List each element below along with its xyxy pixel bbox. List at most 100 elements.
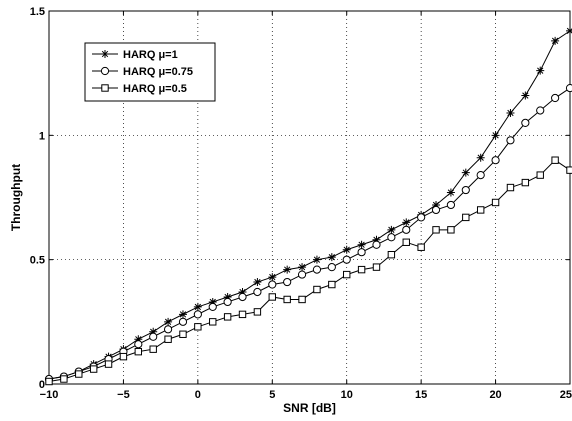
- data-point: [402, 238, 410, 246]
- marker-square: [551, 156, 559, 164]
- y-tick-label: 0.5: [30, 255, 45, 267]
- x-tick-label: 0: [195, 389, 201, 401]
- marker-square: [343, 270, 351, 279]
- marker-square: [447, 226, 455, 234]
- marker-circle: [536, 106, 545, 115]
- marker-square: [521, 178, 530, 187]
- marker-square: [238, 310, 247, 319]
- data-point: [476, 153, 485, 162]
- marker-square: [45, 377, 53, 386]
- data-point: [223, 313, 232, 321]
- data-point: [223, 292, 232, 301]
- data-point: [238, 287, 247, 296]
- data-point: [431, 205, 441, 215]
- legend-marker: [101, 50, 109, 58]
- marker-square: [372, 263, 381, 271]
- data-point: [298, 295, 306, 304]
- legend-label: HARQ μ=1: [123, 49, 178, 61]
- marker-circle: [223, 297, 232, 307]
- data-point: [521, 178, 530, 187]
- data-point: [432, 226, 440, 234]
- marker-star: [536, 66, 545, 75]
- marker-circle: [446, 200, 456, 210]
- legend: HARQ μ=1 HARQ μ=0.75 HARQ μ=0.5: [84, 42, 216, 102]
- data-point: [446, 200, 456, 210]
- data-point: [312, 255, 321, 264]
- data-point: [521, 118, 530, 128]
- marker-square: [104, 360, 113, 368]
- marker-square: [387, 250, 396, 259]
- data-point: [506, 136, 515, 145]
- marker-square: [223, 313, 232, 321]
- marker-star: [298, 263, 307, 272]
- marker-square: [119, 352, 128, 361]
- data-point: [283, 277, 292, 287]
- marker-star: [164, 317, 173, 326]
- marker-star: [491, 131, 500, 140]
- data-point: [75, 370, 83, 378]
- data-point: [357, 248, 366, 257]
- data-point: [446, 188, 455, 197]
- data-point: [268, 293, 276, 301]
- marker-circle: [476, 171, 485, 180]
- marker-square: [417, 243, 425, 251]
- marker-circle: [506, 136, 515, 145]
- data-point: [327, 253, 336, 262]
- x-tick-label: 10: [341, 389, 353, 401]
- marker-square: [283, 295, 291, 304]
- data-point: [343, 270, 351, 279]
- plot-area-frame: [48, 10, 571, 385]
- data-point: [357, 265, 366, 274]
- x-tick-label: 20: [489, 389, 501, 401]
- data-point: [208, 302, 217, 312]
- data-point: [491, 198, 500, 207]
- data-point: [417, 243, 425, 251]
- data-point: [283, 295, 291, 304]
- marker-square: [298, 295, 306, 304]
- marker-circle: [551, 93, 560, 103]
- data-point: [551, 156, 559, 164]
- data-point: [432, 200, 441, 209]
- data-point: [253, 278, 262, 287]
- data-point: [164, 335, 172, 343]
- data-point: [134, 340, 143, 349]
- data-point: [328, 280, 336, 289]
- data-point: [536, 106, 545, 115]
- marker-square: [149, 345, 157, 353]
- marker-circle: [268, 280, 277, 289]
- data-point: [193, 302, 202, 311]
- marker-star: [521, 91, 530, 100]
- marker-circle: [327, 263, 336, 272]
- marker-circle: [283, 277, 292, 287]
- marker-square: [253, 308, 262, 316]
- marker-circle: [238, 292, 247, 302]
- data-point: [357, 240, 366, 249]
- marker-square: [432, 226, 440, 234]
- y-axis-label: Throughput: [9, 164, 23, 231]
- marker-circle: [431, 205, 441, 215]
- marker-square: [209, 318, 217, 326]
- marker-square: [476, 206, 485, 214]
- marker-square: [164, 335, 172, 343]
- y-tick-label: 1.5: [30, 6, 45, 18]
- marker-square: [328, 280, 336, 289]
- data-point: [253, 287, 262, 297]
- data-point: [209, 318, 217, 326]
- series-line: [48, 30, 571, 380]
- data-point: [193, 310, 202, 319]
- series-layer: [44, 26, 572, 386]
- marker-star: [101, 50, 109, 58]
- data-point: [402, 218, 411, 227]
- marker-circle: [565, 83, 572, 93]
- data-point: [149, 332, 158, 341]
- marker-square: [402, 238, 410, 246]
- data-point: [447, 226, 455, 234]
- marker-star: [372, 235, 381, 244]
- marker-circle: [357, 248, 366, 257]
- marker-circle: [297, 270, 307, 279]
- marker-square: [101, 84, 109, 92]
- data-point: [178, 317, 188, 326]
- marker-circle: [312, 265, 322, 274]
- data-point: [476, 171, 485, 180]
